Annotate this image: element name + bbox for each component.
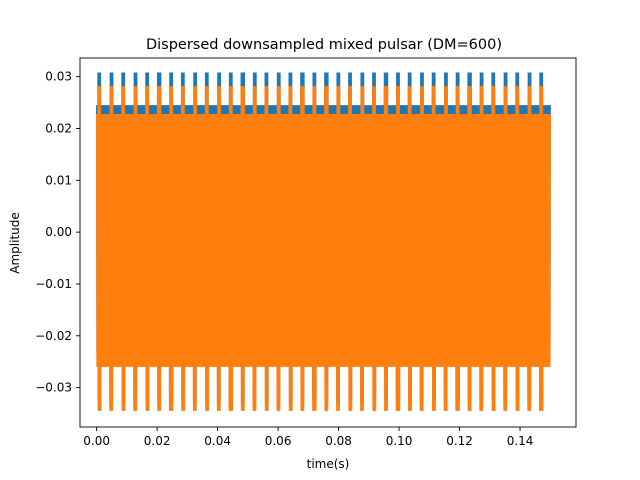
y-tick-label: −0.02: [35, 329, 72, 343]
y-axis-label: Amplitude: [8, 212, 22, 274]
series-line-2: [96, 85, 551, 411]
x-axis-label: time(s): [307, 457, 350, 471]
x-tick-label: 0.08: [325, 434, 352, 448]
axes: 0.00 0.02 0.04 0.06 0.08 0.10 0.12 0.14 −0.03 −0.…: [35, 57, 577, 448]
y-tick-label: −0.03: [35, 381, 72, 395]
x-tick-label: 0.12: [446, 434, 473, 448]
axes-frame: [79, 57, 577, 428]
y-tick-label: −0.01: [35, 277, 72, 291]
x-tick-label: 0.06: [265, 434, 292, 448]
x-tick-label: 0.02: [144, 434, 171, 448]
x-tick-label: 0.00: [83, 434, 110, 448]
x-tick-label: 0.10: [386, 434, 413, 448]
chart-title: Dispersed downsampled mixed pulsar (DM=6…: [146, 37, 502, 53]
plot-area: [96, 72, 551, 411]
y-tick-label: 0.03: [45, 70, 72, 84]
y-tick-label: 0.02: [45, 121, 72, 135]
x-tick-label: 0.04: [204, 434, 231, 448]
x-tick-label: 0.14: [507, 434, 534, 448]
y-tick-label: 0.00: [45, 225, 72, 239]
y-tick-label: 0.01: [45, 173, 72, 187]
